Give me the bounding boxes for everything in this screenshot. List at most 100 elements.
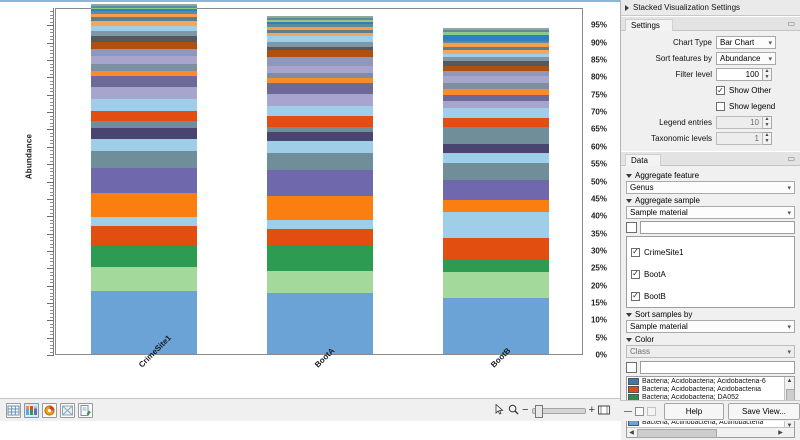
bar-segment[interactable] [267, 270, 373, 294]
chevron-down-icon[interactable] [626, 337, 632, 342]
bar-segment[interactable] [91, 138, 197, 151]
stacked-chart-icon[interactable] [24, 403, 39, 418]
bar-segment[interactable] [443, 65, 549, 72]
bar-segment[interactable] [91, 26, 197, 32]
bar-segment[interactable] [267, 46, 373, 51]
bar-segment[interactable] [267, 131, 373, 141]
save-view-button[interactable]: Save View... [727, 402, 800, 420]
bar-segment[interactable] [91, 111, 197, 122]
bar-segment[interactable] [91, 98, 197, 112]
sort-samples-select[interactable]: Sample material ▾ [626, 320, 795, 333]
legend-search-input[interactable] [640, 361, 795, 374]
filter-level-input[interactable]: 100 [716, 68, 763, 81]
chevron-down-icon[interactable]: ▾ [787, 209, 791, 217]
fit-to-window-icon[interactable] [598, 405, 610, 417]
plot-area[interactable] [55, 4, 583, 355]
bar-segment[interactable] [443, 126, 549, 145]
bar-segment[interactable] [267, 170, 373, 197]
bar-segment[interactable] [443, 40, 549, 44]
magnifier-icon[interactable] [508, 404, 519, 417]
bar-segment[interactable] [443, 163, 549, 181]
legend-entries-input[interactable]: 10 [716, 116, 763, 129]
bar-segment[interactable] [267, 105, 373, 117]
bar-segment[interactable] [443, 211, 549, 238]
sample-list[interactable]: ✓ CrimeSite1 ✓ BootA ✓ BootB [626, 236, 795, 308]
filter-level-stepper[interactable]: ▲ ▼ [763, 68, 772, 81]
settings-group-tab[interactable]: Settings ▭ [621, 16, 800, 31]
bar-segment[interactable] [91, 64, 197, 72]
color-select[interactable]: Class ▾ [626, 345, 795, 358]
select-all-samples-checkbox[interactable] [626, 222, 637, 233]
bar-segment[interactable] [267, 41, 373, 47]
taxonomic-levels-input[interactable]: 1 [716, 132, 763, 145]
stacked-bar[interactable] [267, 16, 373, 354]
stepper-up-icon[interactable]: ▲ [764, 132, 770, 139]
bar-segment[interactable] [443, 50, 549, 54]
stepper-down-icon[interactable]: ▼ [764, 121, 770, 128]
bar-segment[interactable] [443, 71, 549, 77]
bar-segment[interactable] [443, 76, 549, 84]
legend-item[interactable]: Bacteria; Acidobacteria; Acidobacteriia [627, 385, 794, 393]
settings-group-collapse-icon[interactable]: ▭ [787, 19, 796, 28]
export-icon[interactable] [78, 403, 93, 418]
bar-segment[interactable] [443, 180, 549, 200]
data-group-collapse-icon[interactable]: ▭ [787, 154, 796, 163]
stacked-bar[interactable] [91, 4, 197, 354]
list-item[interactable]: ✓ CrimeSite1 [631, 241, 790, 263]
bar-segment[interactable] [91, 8, 197, 10]
bar-segment[interactable] [443, 46, 549, 51]
legend-horizontal-scrollbar[interactable]: ◀ ▶ [627, 427, 794, 438]
bar-segment[interactable] [91, 168, 197, 193]
heatmap-icon[interactable] [60, 403, 75, 418]
bar-segment[interactable] [267, 24, 373, 27]
bar-segment[interactable] [267, 36, 373, 42]
bar-segment[interactable] [91, 48, 197, 56]
bar-segment[interactable] [443, 100, 549, 108]
show-legend-checkbox[interactable] [716, 102, 725, 111]
scroll-up-icon[interactable]: ▲ [785, 377, 794, 385]
restore-icon[interactable] [635, 406, 644, 416]
bar-segment[interactable] [267, 126, 373, 132]
bar-segment[interactable] [91, 41, 197, 49]
bar-segment[interactable] [267, 57, 373, 66]
bar-segment[interactable] [443, 83, 549, 89]
bar-segment[interactable] [91, 216, 197, 226]
bar-segment[interactable] [443, 29, 549, 32]
stepper-down-icon[interactable]: ▼ [764, 73, 770, 80]
bar-segment[interactable] [91, 267, 197, 292]
sample-checkbox[interactable]: ✓ [631, 247, 640, 257]
sample-checkbox[interactable]: ✓ [631, 291, 640, 301]
table-view-icon[interactable] [6, 403, 21, 418]
bar-segment[interactable] [267, 18, 373, 21]
bar-segment[interactable] [267, 93, 373, 106]
aggregate-feature-section[interactable]: Aggregate feature [626, 171, 795, 180]
pie-chart-icon[interactable] [42, 403, 57, 418]
scroll-right-icon[interactable]: ▶ [778, 430, 783, 436]
zoom-out-button[interactable]: − [522, 404, 529, 416]
bar-segment[interactable] [267, 293, 373, 354]
aggregate-sample-section[interactable]: Aggregate sample [626, 196, 795, 205]
bar-segment[interactable] [267, 116, 373, 127]
bar-segment[interactable] [91, 291, 197, 354]
bar-segment[interactable] [443, 144, 549, 153]
list-item[interactable]: ✓ BootA [631, 263, 790, 285]
bar-segment[interactable] [443, 95, 549, 101]
bar-segment[interactable] [267, 20, 373, 23]
expand-panel-icon[interactable] [625, 4, 629, 11]
bar-segment[interactable] [91, 76, 197, 87]
sort-samples-section[interactable]: Sort samples by [626, 310, 795, 319]
bar-segment[interactable] [267, 72, 373, 79]
stepper-down-icon[interactable]: ▼ [764, 137, 770, 144]
chevron-down-icon[interactable] [626, 198, 632, 203]
bar-segment[interactable] [91, 55, 197, 65]
sample-checkbox[interactable]: ✓ [631, 269, 640, 279]
bar-segment[interactable] [91, 225, 197, 245]
list-item[interactable]: ✓ BootB [631, 285, 790, 307]
bar-segment[interactable] [91, 244, 197, 268]
stepper-up-icon[interactable]: ▲ [764, 116, 770, 123]
bar-segment[interactable] [267, 50, 373, 58]
bar-segment[interactable] [267, 33, 373, 37]
bar-segment[interactable] [91, 121, 197, 129]
bar-segment[interactable] [443, 60, 549, 66]
bar-segment[interactable] [91, 86, 197, 99]
